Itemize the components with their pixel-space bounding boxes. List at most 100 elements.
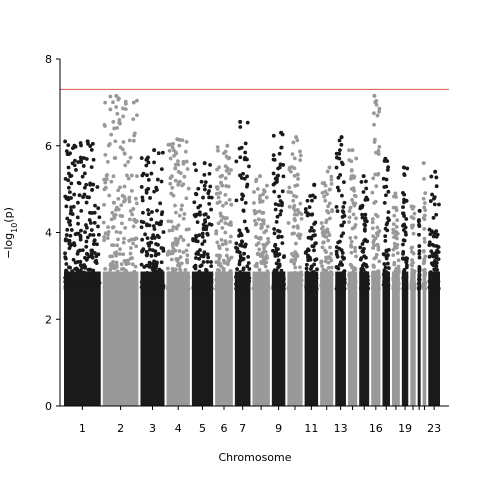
snp-point [349,239,354,244]
snp-point [391,286,396,291]
snp-point [176,237,181,242]
snp-point [401,256,405,261]
snp-point [112,281,117,286]
snp-point [134,219,139,223]
snp-point [410,271,415,276]
snp-point [195,279,200,284]
snp-point [96,206,101,211]
chromosome-3-points [139,148,166,406]
snp-point [116,188,121,193]
snp-point [337,246,342,251]
snp-point [68,151,72,156]
snp-point [428,232,433,237]
snp-point [108,254,113,259]
snp-point [330,208,334,212]
x-tick-label-chr-5: 5 [199,422,206,435]
snp-point [291,140,296,145]
snp-point [434,275,439,280]
snp-point [214,277,219,282]
snp-point [131,224,136,229]
snp-point [205,252,210,257]
snp-point [64,204,69,209]
snp-point [226,285,231,290]
snp-point [91,182,96,187]
snp-point [272,157,277,162]
snp-point [375,225,380,230]
snp-point [274,278,279,283]
snp-point [236,249,241,254]
snp-point [170,145,175,150]
snp-point [257,197,262,201]
snp-point [200,235,205,239]
snp-point [119,203,124,208]
snp-point [245,182,250,187]
snp-point [241,266,246,271]
snp-point [278,162,283,167]
snp-point [374,255,378,260]
chromosome-11-points [303,182,319,406]
snp-point [432,243,436,248]
snp-point [171,193,176,198]
snp-point [68,233,73,238]
chromosome-8-bulk [252,271,270,406]
snp-point [362,275,367,280]
snp-point [435,232,440,237]
snp-point [89,248,94,253]
snp-point [271,286,276,291]
snp-point [287,185,292,190]
snp-point [196,271,201,276]
snp-point [196,205,201,210]
snp-point [294,194,299,199]
snp-point [117,120,122,125]
snp-point [129,279,134,284]
snp-point [93,251,97,255]
x-tick-label-chr-7: 7 [239,422,246,435]
snp-point [271,283,276,288]
snp-point [402,192,407,197]
snp-point [252,201,256,205]
snp-point [117,252,122,256]
snp-point [170,274,175,278]
snp-point [224,201,229,206]
snp-point [68,174,73,179]
snp-point [84,157,89,161]
snp-point [134,244,139,249]
snp-point [97,215,102,220]
chromosome-8-peak-point [257,174,262,179]
snp-point [82,171,87,176]
snp-point [84,239,89,244]
snp-point [122,151,127,156]
snp-point [295,254,300,258]
snp-point [275,214,280,219]
snp-point [209,260,213,264]
snp-point [243,272,247,277]
snp-point [353,194,358,199]
snp-point [208,162,213,167]
snp-point [127,217,132,222]
snp-point [272,275,276,279]
snp-point [341,210,346,215]
snp-point [135,98,139,103]
snp-point [171,225,176,229]
snp-point [87,282,92,287]
snp-point [135,113,139,118]
snp-point [386,266,391,270]
snp-point [214,286,219,291]
snp-point [320,181,325,186]
snp-point [124,286,129,291]
snp-point [264,260,269,265]
snp-point [377,275,381,280]
snp-point [144,253,149,257]
snp-point [329,174,334,179]
snp-point [287,274,292,279]
snp-point [289,190,294,195]
snp-point [155,269,160,274]
snp-point [348,262,353,267]
chromosome-1-points [63,139,102,406]
snp-point [75,271,79,276]
snp-point [360,205,364,209]
snp-point [209,195,214,200]
snp-point [80,248,85,253]
snp-point [223,221,228,226]
snp-point [362,262,366,266]
